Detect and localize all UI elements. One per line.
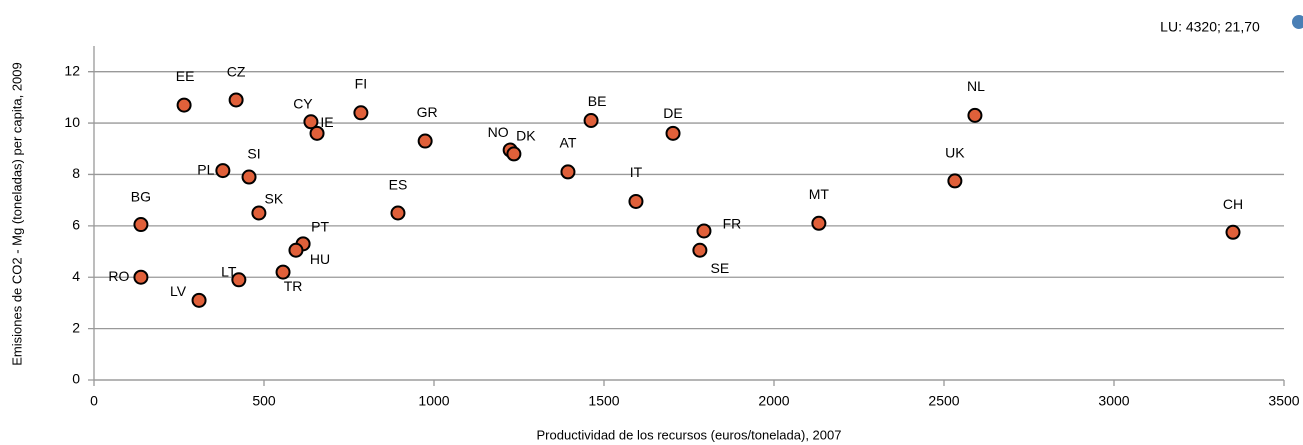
y-tick-label: 8 <box>72 165 80 181</box>
y-axis-title: Emisiones de CO2 - Mg (toneladas) per ca… <box>9 62 24 366</box>
y-tick-label: 6 <box>72 217 80 233</box>
point <box>692 242 708 258</box>
corner-icon <box>1292 15 1303 29</box>
point <box>506 146 522 162</box>
point <box>133 269 149 285</box>
point-label: UK <box>945 145 965 161</box>
annotation: LU: 4320; 21,70 <box>1160 19 1260 35</box>
y-tick-label: 12 <box>64 62 80 78</box>
y-tick-label: 4 <box>72 268 80 284</box>
x-tick-label: 0 <box>90 393 98 409</box>
x-tick-label: 1500 <box>588 393 619 409</box>
point-label: SK <box>265 191 284 207</box>
x-tick-label: 500 <box>252 393 276 409</box>
point-label: MT <box>809 186 830 202</box>
point <box>665 125 681 141</box>
point-label: AT <box>560 135 577 151</box>
point-label: BG <box>131 188 151 204</box>
point <box>811 215 827 231</box>
y-tick-label: 10 <box>64 114 80 130</box>
point <box>228 92 244 108</box>
point-label: IT <box>630 164 643 180</box>
point-label: DE <box>663 105 682 121</box>
point <box>560 164 576 180</box>
x-tick-label: 1000 <box>418 393 449 409</box>
point <box>191 292 207 308</box>
x-tick-label: 3000 <box>1098 393 1129 409</box>
point-label: LT <box>221 264 237 280</box>
point-label: SI <box>247 146 260 162</box>
point-label: FI <box>355 76 367 92</box>
point-label: CH <box>1223 196 1243 212</box>
point <box>303 114 319 130</box>
y-tick-label: 0 <box>72 371 80 387</box>
point <box>231 272 247 288</box>
point <box>275 264 291 280</box>
point-label: EE <box>176 68 195 84</box>
point <box>309 125 325 141</box>
y-tick-label: 2 <box>72 319 80 335</box>
point <box>133 217 149 233</box>
point-label: DK <box>516 128 536 144</box>
point <box>696 223 712 239</box>
point-label: SE <box>711 260 730 276</box>
x-tick-label: 2000 <box>758 393 789 409</box>
point-label: FR <box>723 216 742 232</box>
point <box>215 163 231 179</box>
x-tick-label: 3500 <box>1268 393 1299 409</box>
point-label: ES <box>389 177 408 193</box>
point-label: CY <box>293 95 313 111</box>
point-label: NL <box>967 78 985 94</box>
x-tick-label: 2500 <box>928 393 959 409</box>
point <box>241 169 257 185</box>
point-label: TR <box>284 278 303 294</box>
point-label: HU <box>310 251 330 267</box>
point-label: IE <box>320 114 333 130</box>
point-label: BE <box>588 93 607 109</box>
point <box>628 193 644 209</box>
point <box>947 173 963 189</box>
point-label: LV <box>170 283 187 299</box>
point-label: PT <box>311 219 329 235</box>
point <box>1225 224 1241 240</box>
point <box>967 107 983 123</box>
point <box>390 205 406 221</box>
point-label: GR <box>417 104 438 120</box>
point-label: RO <box>108 268 129 284</box>
point <box>176 97 192 113</box>
point-label: CZ <box>227 64 246 80</box>
point <box>353 105 369 121</box>
x-axis-title: Productividad de los recursos (euros/ton… <box>537 427 842 442</box>
point <box>417 133 433 149</box>
point <box>251 205 267 221</box>
point <box>288 242 304 258</box>
point-label: NO <box>488 124 509 140</box>
point-label: PL <box>197 161 214 177</box>
point <box>583 113 599 129</box>
